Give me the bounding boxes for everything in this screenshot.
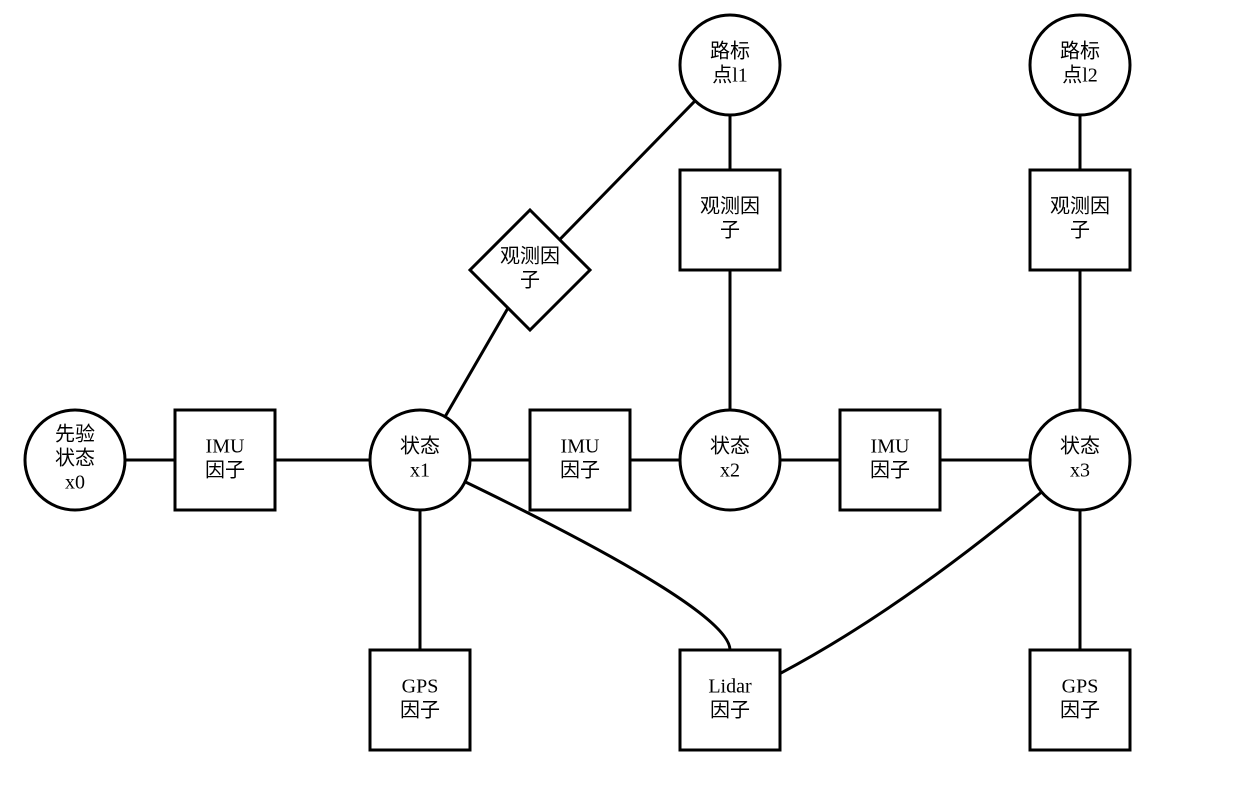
node-imu3: IMU因子 xyxy=(840,410,940,510)
node-lidar: Lidar因子 xyxy=(680,650,780,750)
node-label: 状态 xyxy=(1060,435,1100,458)
node-label: 先验 xyxy=(55,423,95,446)
node-gps1: GPS因子 xyxy=(370,650,470,750)
node-label: 观测因 xyxy=(700,195,760,218)
node-label: IMU xyxy=(871,436,910,458)
node-label: 路标 xyxy=(1060,40,1100,63)
node-label: IMU xyxy=(561,436,600,458)
node-label: 观测因 xyxy=(1050,195,1110,218)
node-label: 路标 xyxy=(710,40,750,63)
node-label: 点l2 xyxy=(1062,64,1098,87)
node-label: 因子 xyxy=(560,460,600,482)
node-imu1: IMU因子 xyxy=(175,410,275,510)
node-label: IMU xyxy=(206,436,245,458)
node-label: 状态 xyxy=(55,447,95,470)
edge-arc xyxy=(780,492,1042,674)
edge-line xyxy=(445,308,508,417)
node-obs_sq1: 观测因子 xyxy=(680,170,780,270)
node-label: x0 xyxy=(65,472,85,494)
node-label: x1 xyxy=(410,460,430,482)
node-label: 点l1 xyxy=(712,64,748,87)
node-label: 因子 xyxy=(1060,700,1100,722)
node-x2: 状态x2 xyxy=(680,410,780,510)
factor-graph-diagram: 先验状态x0IMU因子状态x1IMU因子状态x2IMU因子状态x3GPS因子Li… xyxy=(0,0,1240,806)
node-label: x3 xyxy=(1070,460,1090,482)
node-obs_sq2: 观测因子 xyxy=(1030,170,1130,270)
node-gps2: GPS因子 xyxy=(1030,650,1130,750)
node-x3: 状态x3 xyxy=(1030,410,1130,510)
node-x0: 先验状态x0 xyxy=(25,410,125,510)
node-label: 状态 xyxy=(710,435,750,458)
node-label: 因子 xyxy=(870,460,910,482)
node-imu2: IMU因子 xyxy=(530,410,630,510)
node-l12: 路标点l2 xyxy=(1030,15,1130,115)
node-label: Lidar xyxy=(708,676,752,698)
node-label: 因子 xyxy=(710,700,750,722)
node-label: GPS xyxy=(1062,676,1099,698)
node-label: 子 xyxy=(1070,220,1090,242)
node-label: 因子 xyxy=(205,460,245,482)
node-label: 观测因 xyxy=(500,245,560,268)
node-label: 子 xyxy=(520,270,540,292)
node-l11: 路标点l1 xyxy=(680,15,780,115)
node-label: GPS xyxy=(402,676,439,698)
edge-line xyxy=(560,101,695,240)
nodes-layer: 先验状态x0IMU因子状态x1IMU因子状态x2IMU因子状态x3GPS因子Li… xyxy=(25,15,1130,750)
node-label: 子 xyxy=(720,220,740,242)
node-label: 状态 xyxy=(400,435,440,458)
node-x1: 状态x1 xyxy=(370,410,470,510)
edges-layer xyxy=(125,101,1080,674)
node-label: 因子 xyxy=(400,700,440,722)
node-label: x2 xyxy=(720,460,740,482)
